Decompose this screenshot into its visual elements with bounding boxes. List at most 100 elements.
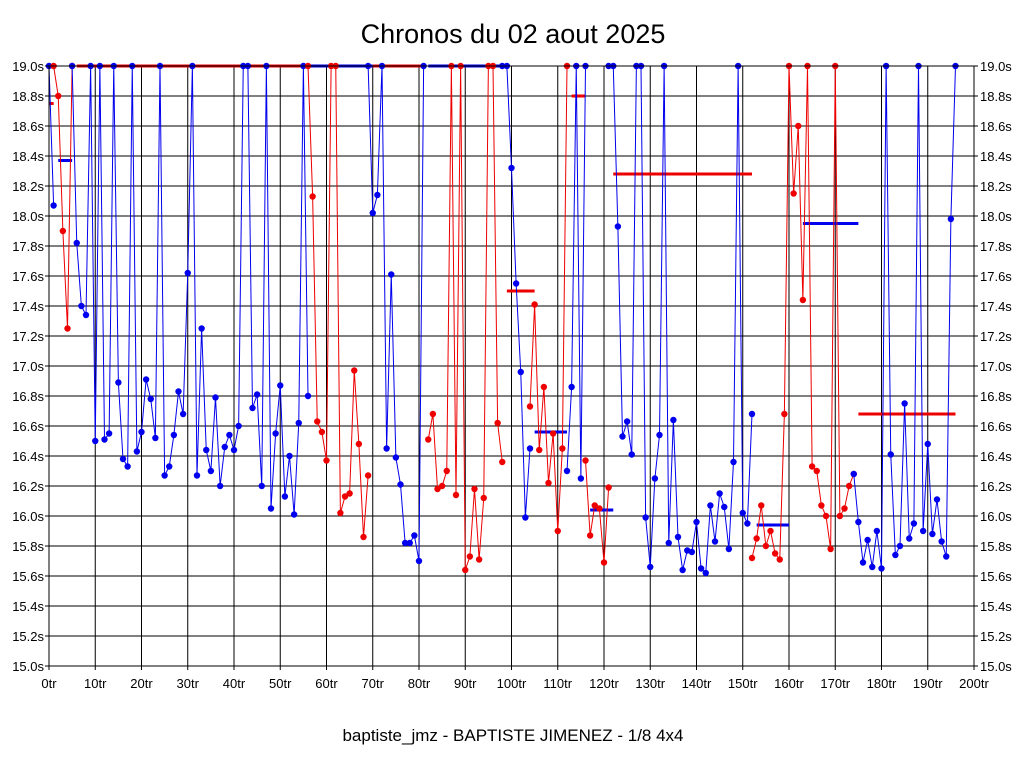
series-line	[529, 65, 568, 532]
series-line	[367, 65, 425, 562]
y-tick-label-right: 15.6s	[980, 569, 1012, 584]
data-point	[161, 472, 168, 479]
y-tick-label-left: 15.0s	[12, 659, 44, 674]
data-point	[82, 311, 90, 319]
y-tick-label-left: 18.0s	[12, 209, 44, 224]
data-point	[170, 431, 178, 439]
data-point	[64, 325, 71, 332]
data-point	[415, 557, 423, 565]
data-point	[577, 475, 585, 482]
data-point	[59, 227, 67, 235]
y-tick-label-right: 15.8s	[980, 539, 1012, 554]
data-point	[559, 445, 566, 452]
data-point	[642, 514, 649, 521]
data-point	[716, 490, 723, 497]
data-point	[480, 494, 487, 502]
y-tick-label-left: 17.2s	[12, 329, 44, 344]
data-point	[253, 391, 261, 398]
data-point	[425, 436, 432, 443]
x-tick-label: 120tr	[589, 676, 619, 691]
data-point	[138, 428, 145, 436]
y-tick-label-left: 15.8s	[12, 539, 44, 554]
y-tick-label-left: 18.8s	[12, 89, 44, 104]
data-point	[818, 502, 825, 509]
y-tick-label-right: 15.4s	[980, 599, 1012, 614]
data-point	[869, 563, 876, 571]
data-point	[841, 505, 848, 512]
data-point	[267, 505, 275, 512]
y-tick-label-right: 17.0s	[980, 359, 1012, 374]
data-point	[647, 563, 654, 571]
data-point	[499, 458, 506, 466]
x-tick-label: 150tr	[728, 676, 758, 691]
x-tick-label: 130tr	[635, 676, 665, 691]
y-tick-label-left: 16.2s	[12, 479, 44, 494]
data-point	[808, 463, 816, 470]
y-tick-label-left: 15.6s	[12, 569, 44, 584]
data-point	[360, 533, 367, 541]
grid	[48, 65, 975, 667]
data-point	[799, 296, 807, 304]
data-point	[351, 367, 358, 374]
data-point	[290, 511, 298, 518]
data-point	[929, 530, 936, 538]
data-point	[767, 527, 774, 535]
data-point	[142, 376, 150, 383]
data-point	[600, 559, 608, 566]
data-point	[873, 527, 881, 535]
data-point	[813, 467, 820, 475]
data-point	[864, 536, 871, 544]
y-tick-label-right: 16.4s	[980, 449, 1012, 464]
data-point	[859, 559, 867, 566]
data-point	[364, 472, 372, 479]
data-point	[707, 502, 714, 509]
x-tick-label: 80tr	[408, 676, 431, 691]
series-line	[307, 65, 369, 538]
data-point	[392, 454, 400, 461]
data-point	[341, 493, 349, 500]
data-point	[554, 527, 561, 535]
data-point	[286, 452, 293, 460]
data-point	[55, 92, 62, 100]
y-tick-label-left: 16.6s	[12, 419, 44, 434]
data-point	[896, 542, 904, 550]
data-point	[822, 512, 830, 520]
x-tick-label: 140tr	[682, 676, 712, 691]
series-line	[48, 65, 55, 206]
x-tick-label: 200tr	[959, 676, 989, 691]
x-tick-label: 180tr	[867, 676, 897, 691]
data-point	[878, 565, 885, 572]
data-point	[508, 164, 515, 172]
data-point	[73, 239, 80, 247]
x-tick-label: 0tr	[41, 676, 57, 691]
y-tick-label-right: 18.6s	[980, 119, 1012, 134]
y-tick-label-right: 16.0s	[980, 509, 1012, 524]
data-point	[697, 565, 705, 572]
y-tick-label-left: 15.2s	[12, 629, 44, 644]
data-point	[568, 383, 575, 391]
data-point	[494, 419, 501, 427]
x-tick-label: 90tr	[454, 676, 477, 691]
data-point	[614, 223, 622, 230]
data-point	[827, 545, 834, 553]
data-point	[304, 392, 312, 400]
data-point	[790, 190, 797, 197]
data-point	[540, 383, 548, 391]
data-point	[605, 484, 612, 491]
data-point	[549, 430, 557, 437]
data-point	[892, 551, 899, 559]
data-point	[795, 122, 802, 130]
y-tick-label-right: 18.0s	[980, 209, 1012, 224]
data-point	[383, 445, 390, 452]
data-points	[45, 62, 959, 577]
data-point	[226, 431, 233, 439]
data-point	[919, 527, 927, 535]
data-point	[670, 416, 677, 424]
data-point	[443, 467, 450, 475]
x-tick-label: 170tr	[820, 676, 850, 691]
y-tick-label-left: 16.4s	[12, 449, 44, 464]
y-tick-label-right: 18.8s	[980, 89, 1012, 104]
data-point	[591, 502, 598, 509]
x-tick-label: 20tr	[130, 676, 153, 691]
y-tick-label-left: 17.6s	[12, 269, 44, 284]
